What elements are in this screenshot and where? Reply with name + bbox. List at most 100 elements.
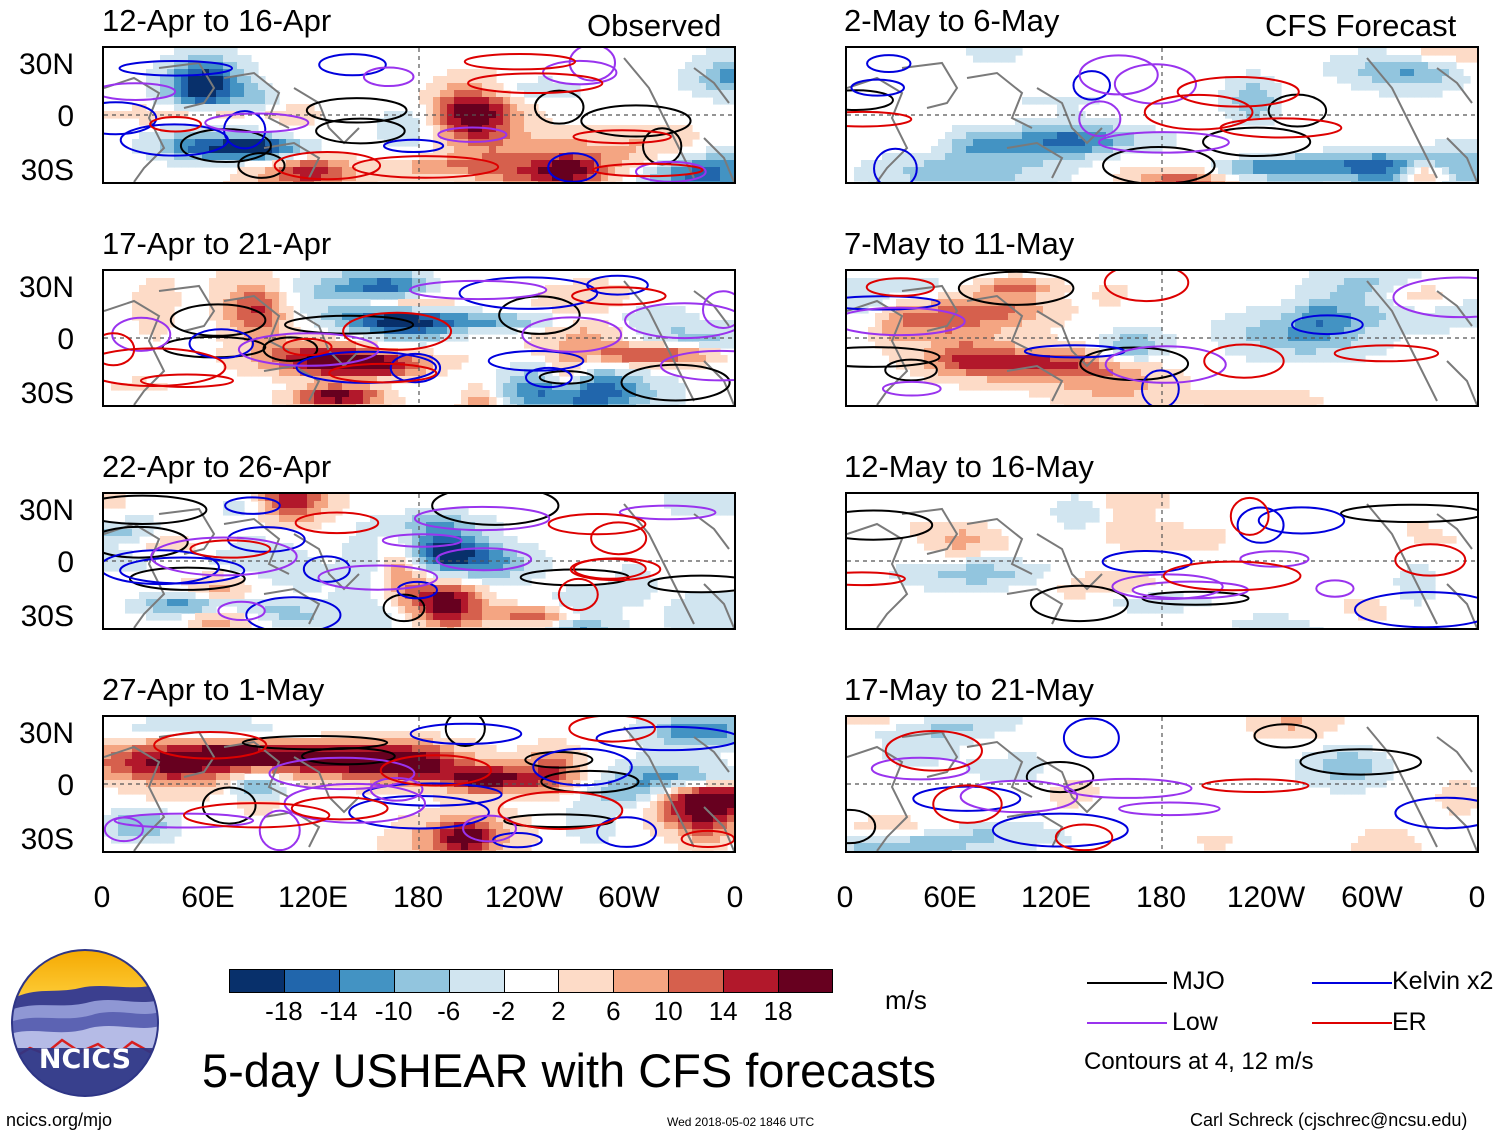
contour-mjo [1340,503,1477,524]
panel-title-forecast-1: 2-May to 6-May [844,3,1060,38]
contour-er [1176,76,1300,108]
contour-kelvin-x2 [383,138,445,154]
shear-field [847,271,1477,405]
contour-mjo [305,97,408,124]
contour-er [294,511,380,535]
contour-er [847,110,913,128]
contour-er [189,539,272,559]
contour-kelvin-x2 [912,785,1022,812]
contour-er [1229,496,1270,536]
contour-er [1103,271,1190,303]
colorbar-divider [393,969,395,993]
wave-contours [847,271,1477,405]
contour-kelvin-x2 [1257,506,1346,535]
lat-label-30s: 30S [20,377,74,410]
contour-low [959,779,1079,814]
contour-low [635,160,707,182]
panel-title-forecast-2: 7-May to 11-May [844,226,1075,261]
footer-timestamp: Wed 2018-05-02 1846 UTC [667,1115,815,1129]
contour-mjo [540,769,640,794]
contour-er [463,52,577,71]
contour-er [932,784,1003,824]
lon-label: 0 [1468,881,1486,914]
contour-mjo [315,117,406,145]
colorbar-tick-label: 10 [653,996,683,1026]
forecast-label: CFS Forecast [1265,8,1457,43]
contour-mjo [128,566,246,591]
lat-label-30s: 30S [20,823,74,856]
contour-kelvin-x2 [1062,717,1120,759]
colorbar-swatch [393,969,450,993]
contour-mjo [179,128,272,164]
contour-mjo [1102,146,1216,182]
contour-low [204,112,310,134]
legend-label-kelvin: Kelvin x2 [1392,967,1494,995]
contour-er [328,362,438,384]
contour-er [1143,93,1254,131]
colorbar-swatch [503,969,559,993]
contour-mjo [1202,126,1312,158]
contour-mjo [104,494,208,525]
contour-kelvin-x2 [595,725,734,752]
map-panel-forecast-1 [845,46,1479,184]
contour-low [847,306,966,337]
shear-field [854,48,1477,182]
footer-url[interactable]: ncics.org/mjo [6,1110,113,1130]
contour-er [104,347,227,387]
lat-label-30s: 30S [20,154,74,187]
contour-mjo [620,363,731,402]
lon-label: 60E [181,881,235,914]
shear-map-observed-4 [104,717,734,851]
map-panel-forecast-4 [845,715,1479,853]
legend-line-kelvin [1312,982,1392,984]
contour-kelvin-x2 [524,366,573,389]
wave-contours [847,496,1477,628]
contour-kelvin-x2 [224,496,281,515]
map-panel-observed-1 [102,46,736,184]
lon-label: 60W [598,881,660,914]
contour-low [369,776,424,802]
lon-label: 60E [923,881,977,914]
contour-mjo [237,152,286,179]
contour-mjo [104,525,189,559]
contour-mjo [1029,584,1129,623]
contour-kelvin-x2 [1140,369,1180,405]
colorbar-swatch [229,969,285,993]
figure-title: 5-day USHEAR with CFS forecasts [202,1044,936,1097]
contour-er [865,277,935,297]
panel-title-observed-4: 27-Apr to 1-May [102,672,325,707]
ncics-logo-graphic [11,949,159,1097]
legend-line-er [1312,1022,1392,1024]
lat-label-30n: 30N [18,494,74,527]
contour-er [1394,543,1467,577]
lon-label: 0 [836,881,854,914]
contour-mjo [444,717,486,747]
contour-mjo [201,786,257,825]
colorbar-tick-label: -10 [374,996,413,1026]
contour-er [497,790,624,830]
shear-field [889,494,1457,628]
contour-mjo [957,271,1075,306]
lon-label: 180 [392,881,444,914]
shear-map-observed-2 [104,271,734,405]
contour-er [680,829,734,849]
contour-kelvin-x2 [850,78,905,97]
contour-low [1104,345,1227,384]
colorbar-divider [778,969,780,993]
colorbar-swatch [668,969,724,993]
lat-label-30n: 30N [18,717,74,750]
contour-low [1097,131,1230,154]
colorbar-tick-label: 2 [551,996,566,1026]
contour-er [571,286,667,306]
contour-er [139,373,234,388]
contour-mjo [533,89,585,125]
map-panel-forecast-3 [845,492,1479,630]
colorbar-swatch [613,969,669,993]
contour-er [149,116,202,133]
colorbar-frame [229,969,833,993]
contour-low [1113,63,1197,105]
contour-kelvin-x2 [318,53,387,77]
contour-kelvin-x2 [1236,506,1285,544]
contour-mjo [647,574,734,594]
contour-mjo [847,89,894,111]
